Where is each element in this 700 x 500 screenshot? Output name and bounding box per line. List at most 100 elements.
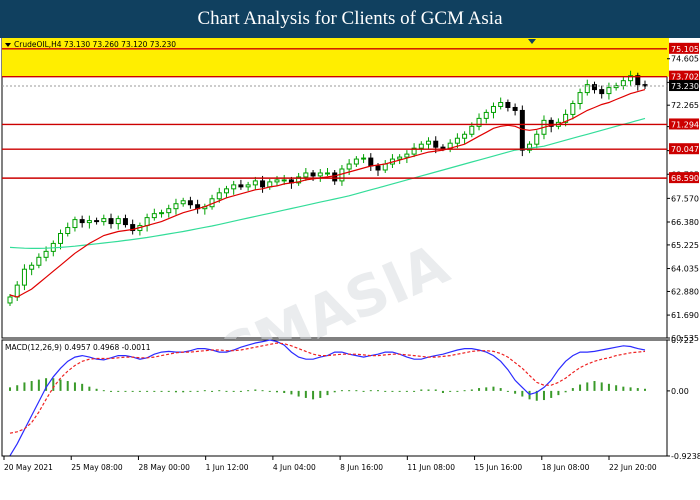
macd-histogram-bar xyxy=(355,390,358,392)
level-label-box xyxy=(669,70,699,82)
macd-histogram-bar xyxy=(261,390,264,392)
macd-histogram-bar xyxy=(521,390,524,397)
macd-histogram-bar xyxy=(485,387,488,391)
macd-histogram-bar xyxy=(629,387,632,391)
macd-histogram-bar xyxy=(182,390,185,393)
macd-histogram-bar xyxy=(499,388,502,391)
price-tick-label: 65.225 xyxy=(671,241,699,250)
candle-body xyxy=(519,109,525,151)
macd-histogram-bar xyxy=(203,390,206,392)
candle-body xyxy=(353,158,359,165)
macd-histogram-bar xyxy=(247,390,250,392)
macd-histogram-bar xyxy=(413,390,416,392)
level-label: 68.590 xyxy=(671,174,699,183)
page-title: Chart Analysis for Clients of GCM Asia xyxy=(197,8,503,29)
chart-area: GCMASIA74.60573.41572.26571.18569.97568.… xyxy=(1,38,700,472)
candle-body xyxy=(397,156,403,160)
candle-body xyxy=(317,172,323,177)
macd-histogram-bar xyxy=(37,379,40,391)
candle-body xyxy=(180,200,186,205)
candle-body xyxy=(584,84,590,94)
dropdown-marker-icon xyxy=(5,43,11,47)
macd-histogram-bar xyxy=(23,382,26,391)
macd-histogram-bar xyxy=(102,390,105,392)
macd-histogram-bar xyxy=(225,390,228,392)
candle-body xyxy=(101,218,107,223)
candle-body xyxy=(346,163,352,170)
macd-histogram-bar xyxy=(607,383,610,391)
candle-body xyxy=(14,284,20,298)
price-plot-frame xyxy=(1,38,668,339)
macd-histogram-bar xyxy=(30,381,33,391)
macd-histogram-bar xyxy=(506,390,509,392)
macd-line xyxy=(9,339,646,457)
price-tick-label: 66.380 xyxy=(671,218,699,227)
price-tick-label: 62.880 xyxy=(671,287,699,296)
macd-histogram-bar xyxy=(196,390,199,392)
candle-body xyxy=(21,268,27,286)
candle-body xyxy=(86,220,92,224)
macd-histogram-bar xyxy=(110,390,113,392)
candle-body xyxy=(231,184,237,190)
price-chart-title: CrudeOIL,H4 73.130 73.260 73.120 73.230 xyxy=(14,40,176,49)
candle-body xyxy=(79,219,85,224)
level-label: 71.294 xyxy=(671,120,699,129)
time-tick-label: 8 Jun 16:00 xyxy=(340,463,383,472)
period-marker-icon xyxy=(528,39,536,44)
candle-body xyxy=(577,92,583,104)
candle-body xyxy=(159,212,165,215)
candle-body xyxy=(606,87,612,95)
time-axis: 20 May 2021 25 May 08:00 28 May 00:00 1 Jun… xyxy=(2,455,667,472)
level-label-box xyxy=(669,172,699,184)
macd-histogram-bar xyxy=(333,390,336,393)
resistance-zone xyxy=(2,38,669,77)
candle-body xyxy=(130,224,136,232)
macd-histogram-bar xyxy=(131,390,134,392)
macd-histogram-bar xyxy=(514,390,517,394)
time-tick-label: 20 May 2021 xyxy=(4,463,53,472)
macd-histogram-bar xyxy=(283,390,286,394)
macd-tick-label: 0.00 xyxy=(671,387,689,396)
candle-body xyxy=(613,85,619,89)
candle-body xyxy=(382,163,388,171)
header-banner: Chart Analysis for Clients of GCM Asia xyxy=(0,0,700,38)
macd-histogram-bar xyxy=(88,386,91,391)
candle-body xyxy=(620,80,626,87)
candle-body xyxy=(570,102,576,115)
macd-histogram-bar xyxy=(138,390,141,392)
time-tick-label: 25 May 08:00 xyxy=(71,463,123,472)
macd-histogram-bar xyxy=(81,383,84,391)
macd-histogram-bar xyxy=(312,390,315,400)
macd-histogram-bar xyxy=(600,382,603,391)
candle-body xyxy=(94,220,100,223)
time-tick-label: 4 Jun 04:00 xyxy=(273,463,316,472)
macd-histogram-bar xyxy=(66,381,69,391)
time-tick-label: 22 Jun 20:00 xyxy=(609,463,657,472)
candle-body xyxy=(512,106,518,111)
macd-histogram-bar xyxy=(275,390,278,393)
macd-histogram-bar xyxy=(124,390,127,392)
candle-body xyxy=(591,84,597,91)
level-label: 73.702 xyxy=(671,73,699,82)
macd-panel: MACD(12,26,9) 0.4957 0.4968 -0.0011 0.722… xyxy=(1,336,700,461)
macd-histogram-bar xyxy=(174,390,177,393)
macd-histogram-bar xyxy=(9,387,11,391)
macd-histogram-bar xyxy=(579,384,582,391)
macd-histogram-bar xyxy=(456,390,459,392)
macd-histogram-bar xyxy=(615,385,618,391)
price-tick-label: 60.535 xyxy=(671,334,699,343)
candle-body xyxy=(433,140,439,148)
candle-body xyxy=(642,84,648,87)
macd-histogram-bar xyxy=(268,390,271,392)
macd-histogram-bar xyxy=(427,389,430,391)
macd-histogram-bar xyxy=(59,379,62,391)
macd-histogram-bar xyxy=(326,390,329,396)
macd-histogram-bar xyxy=(398,390,401,392)
candle-body xyxy=(426,140,432,145)
candle-body xyxy=(108,218,114,225)
candle-body xyxy=(563,113,569,123)
candle-body xyxy=(252,180,258,186)
time-tick-label: 1 Jun 12:00 xyxy=(206,463,249,472)
macd-histogram-bar xyxy=(528,390,531,400)
candle-body xyxy=(274,179,280,183)
